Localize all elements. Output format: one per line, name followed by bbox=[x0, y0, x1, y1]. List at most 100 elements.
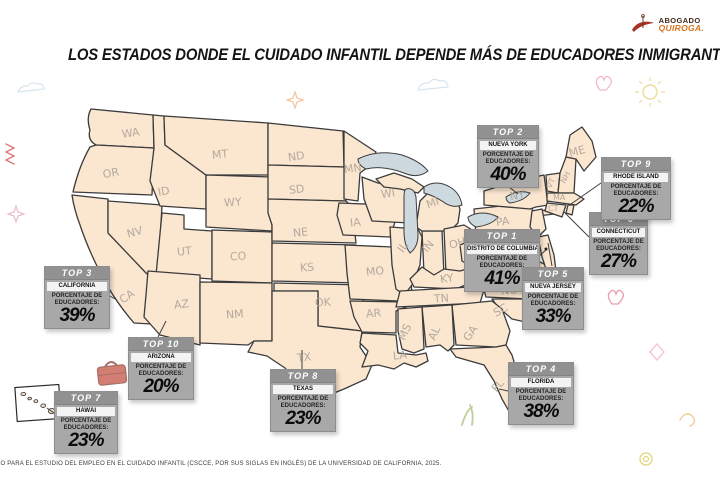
state-label-pa: PA bbox=[495, 214, 511, 229]
state-nd bbox=[267, 122, 345, 168]
callout-top-6: TOP 6 CONNECTICUT PORCENTAJE DE EDUCADOR… bbox=[589, 212, 648, 275]
suitcase-doodle bbox=[96, 361, 128, 386]
callout-metric-label: PORCENTAJE DE EDUCADORES: bbox=[593, 239, 644, 252]
lake-erie bbox=[467, 212, 499, 228]
state-tn bbox=[395, 282, 487, 308]
connector-top9 bbox=[570, 182, 602, 205]
callout-metric-label: PORCENTAJE DE EDUCADORES: bbox=[277, 396, 329, 409]
cloud-icon bbox=[417, 78, 449, 91]
state-al bbox=[421, 304, 455, 352]
state-label-ny: NY bbox=[509, 188, 526, 203]
callout-value: 20% bbox=[143, 376, 179, 397]
star-doodle bbox=[285, 90, 305, 110]
callout-metric-label: PORCENTAJE DE EDUCADORES: bbox=[476, 256, 528, 269]
state-label-ar: AR bbox=[366, 306, 382, 320]
callout-rank: TOP 5 bbox=[523, 268, 583, 281]
page-title: LOS ESTADOS DONDE EL CUIDADO INFANTIL DE… bbox=[68, 46, 720, 65]
state-label-az: AZ bbox=[173, 297, 190, 312]
callout-metric-label: PORCENTAJE DE EDUCADORES: bbox=[482, 152, 534, 165]
callout-state: NUEVA JERSEY bbox=[525, 283, 581, 292]
callout-value: 41% bbox=[484, 268, 520, 289]
connector-top5 bbox=[547, 242, 553, 267]
state-label-vt: VT bbox=[545, 176, 558, 189]
state-nh bbox=[557, 156, 577, 194]
callout-top-5: TOP 5 NUEVA JERSEY PORCENTAJE DE EDUCADO… bbox=[522, 267, 584, 330]
state-label-mt: MT bbox=[211, 147, 229, 162]
callout-metric-label: PORCENTAJE DE EDUCADORES: bbox=[51, 293, 103, 306]
callout-rank: TOP 1 bbox=[465, 230, 539, 243]
squiggle-doodle bbox=[679, 413, 696, 427]
callout-metric-label: PORCENTAJE DE EDUCADORES: bbox=[135, 364, 187, 377]
state-ga bbox=[451, 300, 511, 348]
state-labels: WA OR CA NV ID MT WY UT CO AZ NM ND SD N… bbox=[102, 125, 587, 394]
state-label-la: LA bbox=[392, 348, 408, 362]
sprout-doodle bbox=[461, 404, 474, 426]
callout-connectors bbox=[46, 182, 602, 414]
callout-metric-label: PORCENTAJE DE EDUCADORES: bbox=[527, 294, 579, 307]
state-label-me: ME bbox=[567, 143, 586, 160]
state-label-co: CO bbox=[230, 249, 248, 263]
state-label-ne: NE bbox=[292, 225, 309, 240]
state-label-mi: MI bbox=[424, 195, 440, 212]
state-label-mo: MO bbox=[365, 264, 385, 279]
callout-top-9: TOP 9 RHODE ISLAND PORCENTAJE DE EDUCADO… bbox=[601, 157, 671, 220]
state-label-ks: KS bbox=[300, 261, 315, 275]
state-label-nm: NM bbox=[226, 307, 245, 321]
callout-state: RHODE ISLAND bbox=[604, 173, 668, 182]
brand-logo: ABOGADO QUIROGA. bbox=[631, 13, 704, 37]
callout-state: DISTRITO DE COLUMBIA bbox=[467, 245, 537, 254]
state-label-tn: TN bbox=[433, 292, 450, 306]
lake-michigan bbox=[403, 188, 419, 254]
state-label-tx: TX bbox=[295, 350, 312, 365]
state-label-wi: WI bbox=[380, 186, 396, 201]
dc-marker bbox=[544, 247, 548, 251]
heart-icon bbox=[607, 289, 624, 305]
logo-text: ABOGADO QUIROGA. bbox=[658, 15, 704, 34]
state-label-mn: MN bbox=[343, 161, 362, 176]
state-label-sd: SD bbox=[288, 182, 305, 197]
sun-icon bbox=[642, 84, 658, 100]
diamond-doodle bbox=[649, 342, 665, 362]
callout-metric-label: PORCENTAJE DE EDUCADORES: bbox=[60, 418, 112, 431]
state-label-ut: UT bbox=[176, 244, 192, 259]
source-note: RO PARA EL ESTUDIO DEL EMPLEO EN EL CUID… bbox=[0, 461, 442, 467]
great-lakes bbox=[357, 152, 531, 254]
callout-value: 27% bbox=[600, 251, 637, 272]
callout-rank: TOP 4 bbox=[509, 363, 573, 376]
state-ma bbox=[546, 192, 585, 206]
callout-rank: TOP 9 bbox=[602, 158, 670, 171]
callout-top-2: TOP 2 NUEVA YORK PORCENTAJE DE EDUCADORE… bbox=[477, 125, 539, 188]
callout-value: 39% bbox=[59, 305, 95, 326]
callout-state: NUEVA YORK bbox=[480, 141, 536, 150]
lake-huron bbox=[423, 182, 463, 207]
callout-value: 40% bbox=[490, 164, 526, 185]
connector-top10 bbox=[157, 320, 167, 338]
state-label-ky: KY bbox=[439, 271, 454, 286]
callout-value: 38% bbox=[523, 401, 559, 422]
state-label-ms: MS bbox=[396, 322, 415, 342]
callout-rank: TOP 3 bbox=[45, 267, 109, 280]
callout-state: CALIFORNIA bbox=[47, 282, 107, 291]
logo-line-2: QUIROGA. bbox=[658, 23, 704, 34]
state-me bbox=[565, 126, 597, 172]
state-label-ia: IA bbox=[349, 215, 362, 229]
callout-rank: TOP 8 bbox=[271, 370, 335, 383]
state-la bbox=[359, 332, 429, 370]
logo-icon bbox=[631, 14, 654, 32]
lake-superior bbox=[357, 152, 429, 177]
callout-state: ARIZONA bbox=[131, 353, 191, 362]
state-ms bbox=[397, 306, 425, 354]
logo-line-1: ABOGADO bbox=[658, 15, 701, 25]
circle-doodle bbox=[639, 452, 653, 466]
callout-state: HAWÁI bbox=[57, 407, 115, 416]
state-label-ct: CT bbox=[548, 204, 559, 213]
callout-top-3: TOP 3 CALIFORNIA PORCENTAJE DE EDUCADORE… bbox=[44, 266, 110, 329]
state-label-id: ID bbox=[157, 184, 171, 199]
us-map: WA OR CA NV ID MT WY UT CO AZ NM ND SD N… bbox=[71, 108, 597, 414]
callout-state: TEXAS bbox=[273, 385, 333, 394]
state-mi-upper bbox=[375, 172, 425, 194]
callout-state: FLORIDA bbox=[511, 378, 571, 387]
callout-top-4: TOP 4 FLORIDA PORCENTAJE DE EDUCADORES: … bbox=[508, 362, 574, 425]
state-mn bbox=[343, 130, 377, 202]
